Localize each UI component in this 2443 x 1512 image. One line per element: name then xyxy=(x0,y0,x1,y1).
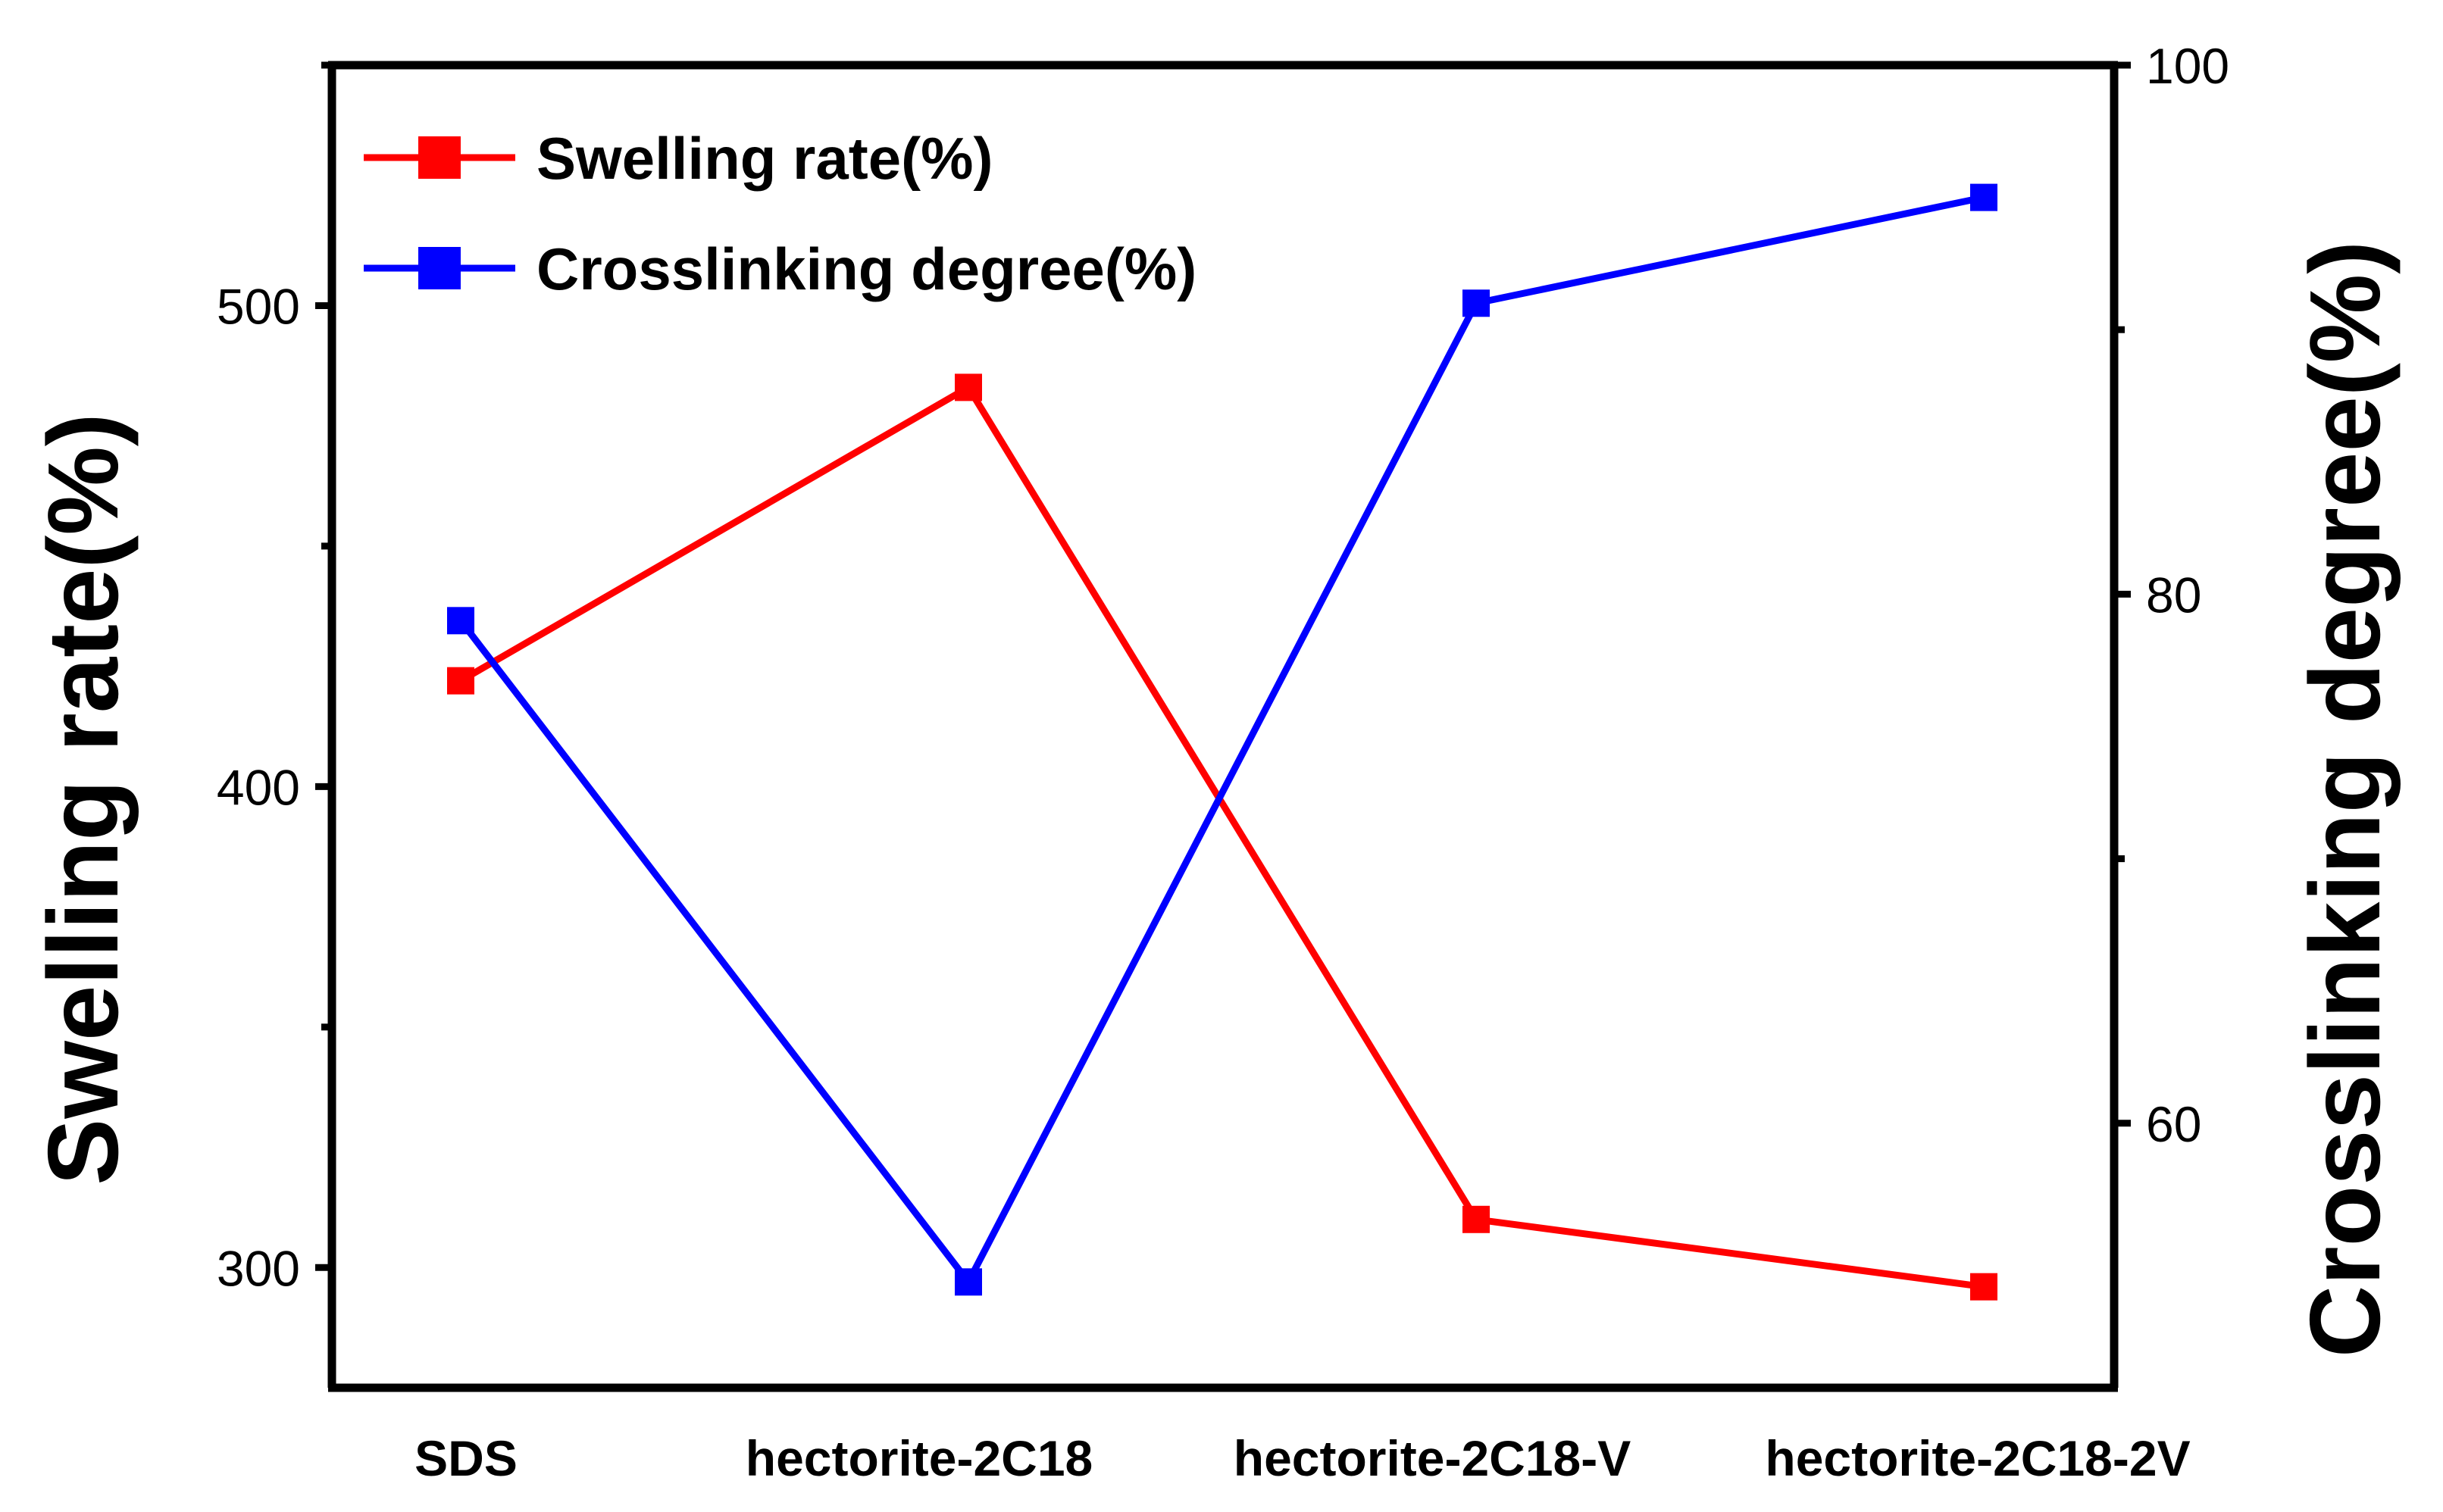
right-axis-ticks: 60 80 100 xyxy=(2114,38,2229,1152)
swelling-rate-point xyxy=(1970,1273,1997,1301)
category-label: SDS xyxy=(414,1430,518,1486)
right-tick-label: 60 xyxy=(2146,1096,2201,1152)
swelling-rate-point xyxy=(447,667,474,695)
legend-swelling-marker xyxy=(418,136,461,179)
crosslinking-degree-point xyxy=(1970,183,1997,211)
legend-crosslinking-marker xyxy=(418,247,461,289)
legend-crosslinking-label: Crosslinking degree(%) xyxy=(536,236,1196,302)
series-layer xyxy=(447,183,1997,1301)
right-tick-label: 80 xyxy=(2146,567,2201,623)
left-tick-label: 500 xyxy=(217,278,300,334)
legend-swelling-label: Swelling rate(%) xyxy=(536,125,993,192)
category-label: hectorite-2C18-2V xyxy=(1765,1430,2190,1486)
legend: Swelling rate(%) Crosslinking degree(%) xyxy=(364,125,1196,302)
left-axis-ticks: 300 400 500 xyxy=(217,61,332,1296)
category-labels: SDS hectorite-2C18 hectorite-2C18-V hectori… xyxy=(414,1430,2190,1486)
swelling-rate-point xyxy=(1462,1205,1490,1233)
left-axis-title: Swelling rate(%) xyxy=(27,413,139,1186)
right-tick-label: 100 xyxy=(2146,38,2229,94)
crosslinking-degree-point xyxy=(447,607,474,635)
left-tick-label: 400 xyxy=(217,759,300,815)
plot-frame xyxy=(327,61,2119,1392)
swelling-rate-line xyxy=(458,383,1985,1291)
right-axis-title: Crosslinking degree(%) xyxy=(2289,241,2401,1357)
crosslinking-degree-line xyxy=(458,194,1985,1286)
swelling-rate-point xyxy=(955,373,982,401)
left-tick-label: 300 xyxy=(217,1240,300,1296)
category-label: hectorite-2C18 xyxy=(746,1430,1093,1486)
category-label: hectorite-2C18-V xyxy=(1234,1430,1631,1486)
crosslinking-degree-point xyxy=(1462,289,1490,317)
crosslinking-degree-point xyxy=(955,1268,982,1296)
